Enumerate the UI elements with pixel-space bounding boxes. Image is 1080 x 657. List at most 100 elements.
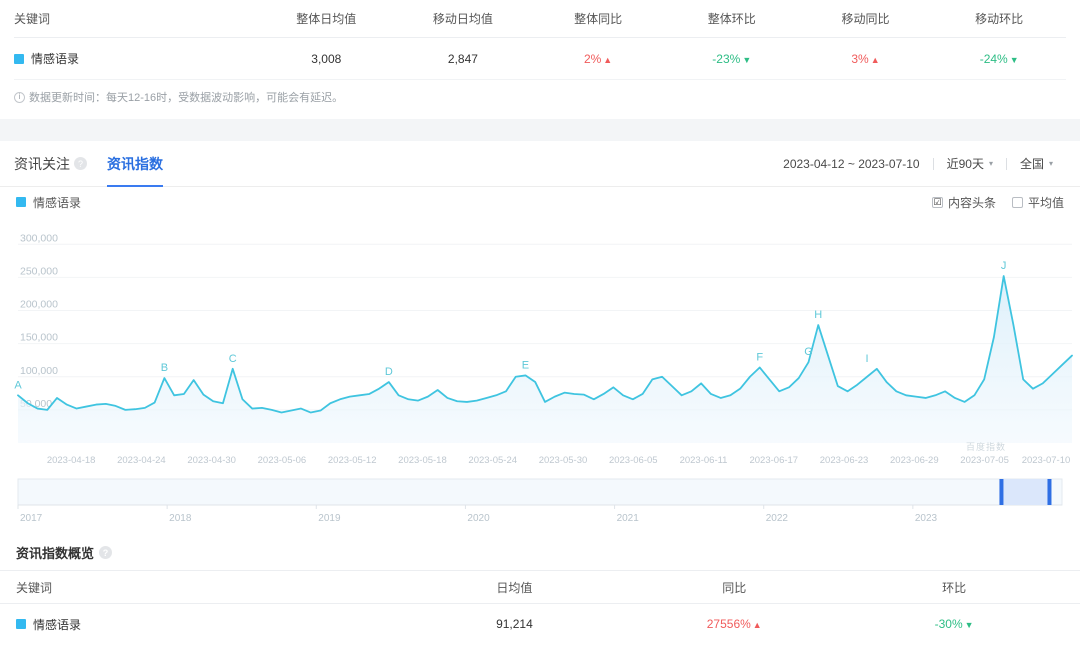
svg-text:C: C <box>229 353 237 365</box>
tab-list: 资讯关注 ? 资讯指数 <box>14 141 163 187</box>
checkbox-content-headline[interactable]: ☑ 内容头条 <box>931 194 996 211</box>
chart-canvas[interactable]: 300,000250,000200,000150,000100,00050,00… <box>0 217 1080 475</box>
svg-text:I: I <box>866 353 869 365</box>
trend-down-icon: ▼ <box>1009 54 1019 65</box>
svg-text:2020: 2020 <box>467 513 490 524</box>
svg-text:2018: 2018 <box>169 513 192 524</box>
section-separator <box>0 119 1080 141</box>
chart-legend-bar: 情感语录 ☑ 内容头条 平均值 <box>0 187 1080 217</box>
overview-mom-value: -30% ▼ <box>844 617 1064 631</box>
checkbox-content-headline-label: 内容头条 <box>947 195 996 210</box>
svg-text:2023-04-30: 2023-04-30 <box>187 455 236 466</box>
col-header-mobile-avg: 移动日均值 <box>432 12 493 26</box>
tab-news-index[interactable]: 资讯指数 <box>107 141 163 187</box>
chart-line-series <box>17 275 1073 414</box>
svg-text:2023-07-05: 2023-07-05 <box>960 455 1009 466</box>
trend-up-icon: ▲ <box>752 620 762 630</box>
summary-table-header: 关键词 整体日均值 移动日均值 整体同比 整体环比 移动同比 移动环比 <box>14 0 1066 38</box>
tab-news-attention-label: 资讯关注 <box>14 155 70 172</box>
overview-keyword-label: 情感语录 <box>33 617 82 632</box>
svg-text:A: A <box>14 379 22 391</box>
overview-keyword-cell[interactable]: 情感语录 <box>16 616 405 633</box>
svg-text:200,000: 200,000 <box>20 299 58 311</box>
overview-title: 资讯指数概览 ? <box>0 531 1080 570</box>
series-legend[interactable]: 情感语录 <box>16 194 81 211</box>
svg-text:G: G <box>804 346 813 358</box>
checkbox-unchecked-icon <box>1011 196 1023 208</box>
tab-news-attention[interactable]: 资讯关注 ? <box>14 141 87 187</box>
overview-yoy-number: 27556% <box>706 617 751 631</box>
overview-daily-avg-value: 91,214 <box>496 617 533 631</box>
mobile-yoy-number: 3% <box>851 51 869 66</box>
chart-y-axis-labels: 300,000250,000200,000150,000100,00050,00… <box>20 232 58 410</box>
keyword-cell[interactable]: 情感语录 <box>14 50 258 67</box>
svg-text:2023-06-23: 2023-06-23 <box>820 455 869 466</box>
help-icon[interactable]: ? <box>74 157 87 170</box>
table-row[interactable]: 情感语录 3,008 2,847 2% ▲ -23% ▼ 3% ▲ -24% ▼ <box>14 38 1066 80</box>
tab-news-index-label: 资讯指数 <box>107 155 163 172</box>
svg-text:B: B <box>161 362 168 374</box>
help-icon[interactable]: ? <box>99 546 113 559</box>
mobile-mom-number: -24% <box>979 51 1008 66</box>
control-divider <box>1005 157 1007 170</box>
svg-text:2023-06-29: 2023-06-29 <box>890 455 939 466</box>
overview-yoy-value: 27556% ▲ <box>624 617 844 631</box>
period-label: 近90天 <box>946 157 984 171</box>
timeline-scrubber[interactable]: 2017 2018 2019 2020 2021 2022 2023 <box>0 475 1080 531</box>
col-header-overall-mom: 整体环比 <box>707 12 756 26</box>
svg-text:2017: 2017 <box>20 513 43 524</box>
svg-text:2023-07-10: 2023-07-10 <box>1022 455 1071 466</box>
keyword-label: 情感语录 <box>31 52 80 66</box>
series-legend-label: 情感语录 <box>33 195 82 210</box>
svg-text:300,000: 300,000 <box>20 232 58 244</box>
timeline-canvas[interactable]: 2017 2018 2019 2020 2021 2022 2023 <box>0 475 1080 531</box>
watermark-label: 百度指数 <box>965 442 1006 452</box>
region-selector[interactable]: 全国 ▾ <box>1007 155 1066 172</box>
chevron-down-icon: ▾ <box>988 159 993 168</box>
overall-daily-avg-value: 3,008 <box>311 51 342 66</box>
period-selector[interactable]: 近90天 ▾ <box>934 155 1006 172</box>
control-divider <box>932 157 934 170</box>
chevron-down-icon: ▾ <box>1048 159 1053 168</box>
svg-text:2023-06-17: 2023-06-17 <box>749 455 798 466</box>
table-row[interactable]: 情感语录 91,214 27556% ▲ -30% ▼ <box>0 604 1080 644</box>
col-header-mobile-yoy: 移动同比 <box>841 12 890 26</box>
svg-text:2023-05-12: 2023-05-12 <box>328 455 377 466</box>
svg-text:2023-04-24: 2023-04-24 <box>117 455 166 466</box>
svg-text:2023-05-18: 2023-05-18 <box>398 455 447 466</box>
series-color-swatch-icon <box>16 619 26 629</box>
checkbox-checked-icon: ☑ <box>931 196 943 208</box>
checkbox-average[interactable]: 平均值 <box>1011 194 1064 211</box>
trend-down-icon: ▼ <box>964 620 974 630</box>
svg-text:2023-05-24: 2023-05-24 <box>468 455 517 466</box>
summary-table: 关键词 整体日均值 移动日均值 整体同比 整体环比 移动同比 移动环比 情感语录… <box>0 0 1080 80</box>
svg-text:2023-06-05: 2023-06-05 <box>609 455 658 466</box>
mobile-mom-value: -24% ▼ <box>932 52 1066 66</box>
col-header-mobile-mom: 移动环比 <box>975 12 1024 26</box>
overall-mom-number: -23% <box>712 51 741 66</box>
svg-text:2019: 2019 <box>318 513 341 524</box>
update-note-text: 数据更新时间：每天12-16时，受数据波动影响，可能会有延迟。 <box>29 92 344 104</box>
region-label: 全国 <box>1019 157 1044 171</box>
svg-text:F: F <box>756 351 763 363</box>
overview-col-keyword: 关键词 <box>16 580 53 595</box>
mobile-yoy-value: 3% ▲ <box>799 52 933 66</box>
svg-text:J: J <box>1001 260 1007 272</box>
update-note: i 数据更新时间：每天12-16时，受数据波动影响，可能会有延迟。 <box>0 80 1080 105</box>
overall-yoy-number: 2% <box>583 51 602 66</box>
overall-yoy-value: 2% ▲ <box>531 52 665 66</box>
svg-text:100,000: 100,000 <box>20 365 58 377</box>
col-header-overall-avg: 整体日均值 <box>296 12 357 26</box>
svg-text:2023-05-30: 2023-05-30 <box>539 455 588 466</box>
chart-annotations: A B C D E F G H I J <box>14 260 1006 391</box>
news-index-chart[interactable]: 300,000 250,000 200,000 150,000 100,000 50,00… <box>0 217 1080 475</box>
chart-x-axis-labels: 2023-04-18 2023-04-24 2023-04-30 2023-05-06… <box>47 455 1070 466</box>
svg-text:2023-04-18: 2023-04-18 <box>47 455 96 466</box>
checkbox-average-label: 平均值 <box>1027 195 1064 210</box>
overview-col-daily-avg: 日均值 <box>496 580 533 595</box>
overview-mom-number: -30% <box>934 617 963 631</box>
date-range-display[interactable]: 2023-04-12 ~ 2023-07-10 <box>770 157 932 171</box>
svg-text:H: H <box>814 309 822 321</box>
col-header-keyword: 关键词 <box>14 12 51 26</box>
